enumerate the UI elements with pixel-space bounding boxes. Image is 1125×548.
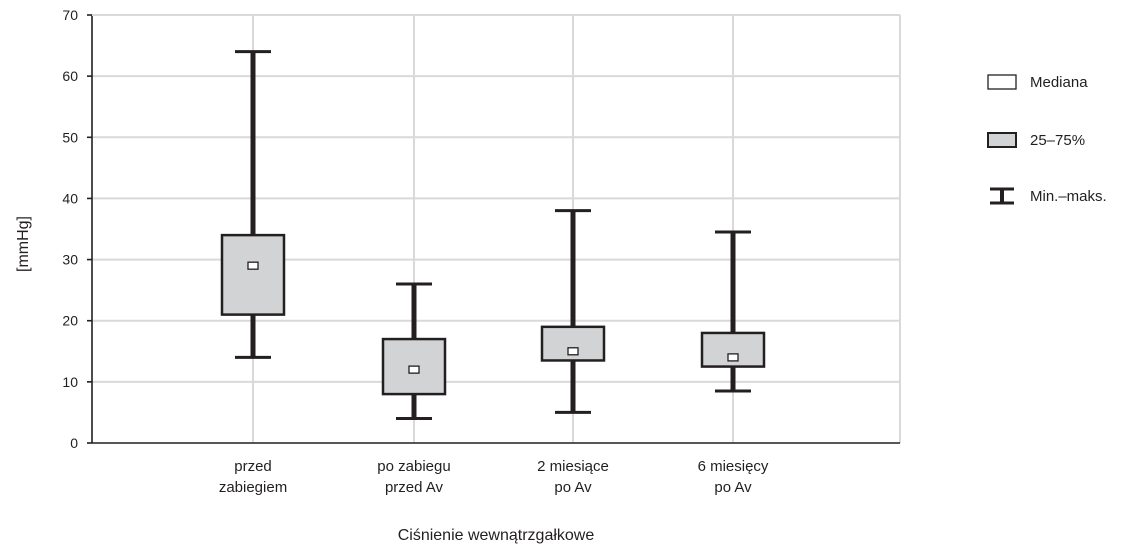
box-group <box>381 282 447 421</box>
legend-item-iqr: 25–75% <box>987 132 1085 149</box>
y-tick-label: 40 <box>62 190 78 206</box>
legend-item-range: Min.–maks. <box>990 187 1107 205</box>
x-category-label: 6 miesięcy <box>698 458 769 475</box>
legend-label: Min.–maks. <box>1030 188 1107 205</box>
x-axis-title: Ciśnienie wewnątrzgałkowe <box>398 527 595 544</box>
x-axis-category-labels: przed zabiegiem po zabiegu przed Av 2 miesią… <box>219 458 769 496</box>
x-category-label: 2 miesiące <box>537 458 609 475</box>
iqr-box <box>381 337 447 396</box>
legend-iqr-swatch <box>987 132 1017 148</box>
y-axis-title: [mmHg] <box>15 216 32 272</box>
median-marker <box>727 353 739 362</box>
box-group <box>540 209 606 414</box>
legend-item-median: Mediana <box>987 74 1088 91</box>
legend-label: Mediana <box>1030 74 1088 91</box>
x-category-label: po Av <box>714 479 752 496</box>
y-tick-label: 30 <box>62 252 78 268</box>
median-marker <box>247 261 259 270</box>
legend-label: 25–75% <box>1030 132 1085 149</box>
legend-median-swatch <box>987 74 1017 90</box>
y-tick-label: 70 <box>62 7 78 23</box>
y-axis-ticks: 0 10 20 30 40 50 60 70 <box>62 7 92 451</box>
x-category-label: zabiegiem <box>219 479 287 496</box>
boxes <box>220 50 766 421</box>
grid-lines <box>92 14 901 443</box>
x-category-label: przed Av <box>385 479 444 496</box>
median-marker <box>567 347 579 356</box>
box-group <box>700 230 766 393</box>
plot-frame <box>91 14 900 444</box>
box-group <box>220 50 286 359</box>
y-tick-label: 50 <box>62 129 78 145</box>
x-category-label: po zabiegu <box>377 458 450 475</box>
x-category-label: po Av <box>554 479 592 496</box>
median-marker <box>408 365 420 374</box>
iqr-box <box>220 233 286 316</box>
y-tick-label: 0 <box>70 435 78 451</box>
y-tick-label: 60 <box>62 68 78 84</box>
legend: Mediana 25–75% Min.–maks. <box>987 74 1107 205</box>
y-tick-label: 10 <box>62 374 78 390</box>
y-tick-label: 20 <box>62 313 78 329</box>
x-category-label: przed <box>234 458 272 475</box>
